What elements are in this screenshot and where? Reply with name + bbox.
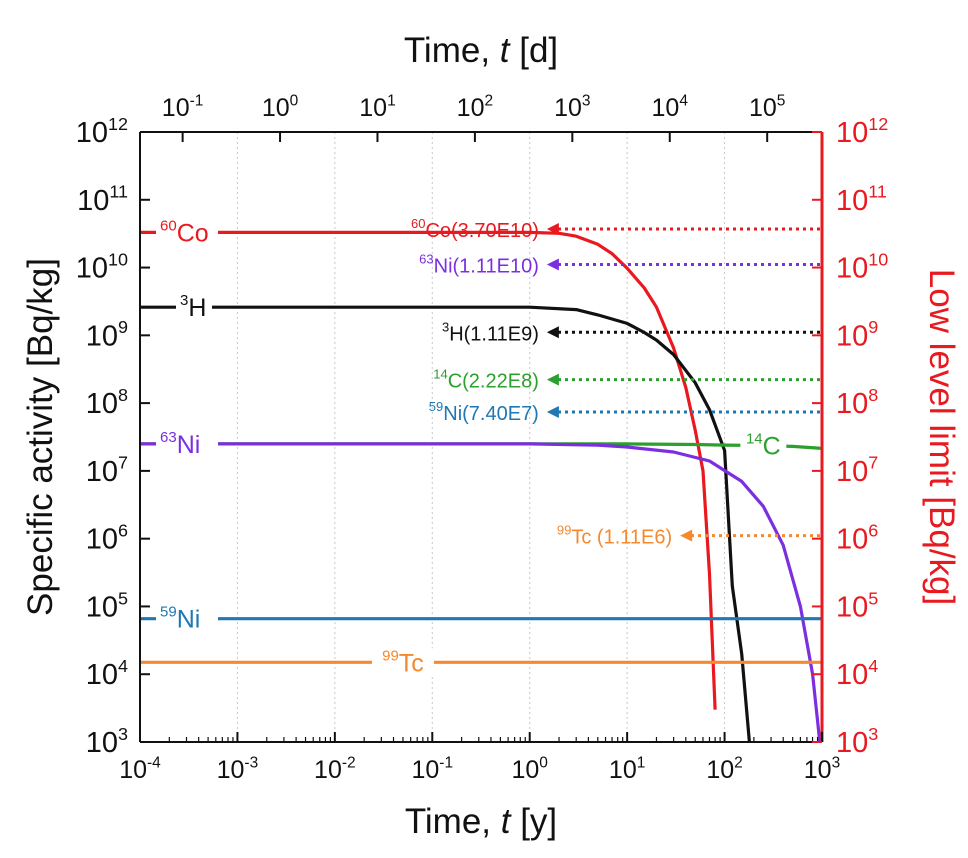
y-axis-title-right: Low level limit [Bq/kg]	[922, 269, 961, 606]
series-label-63Ni: 63Ni	[160, 429, 200, 459]
limit-arrowhead-60Co	[546, 223, 559, 236]
series-line-3H	[140, 305, 751, 743]
y-tick-label-right: 106	[836, 520, 878, 555]
series-line-14C	[140, 442, 823, 450]
limit-arrowhead-59Ni	[546, 405, 559, 418]
y-axis-title-left: Specific activity [Bq/kg]	[21, 258, 60, 616]
y-tick-label-right: 105	[836, 588, 878, 623]
limit-arrowhead-99Tc	[680, 529, 693, 542]
series-line-63Ni	[140, 442, 822, 743]
series-label-bg-14C	[740, 431, 787, 458]
x-tick-label: 10-2	[314, 755, 356, 785]
series-label-bg-59Ni	[156, 604, 218, 631]
y-tick-label-right: 108	[836, 385, 878, 420]
limit-label-99Tc: 99Tc (1.11E6)	[557, 523, 672, 549]
limit-arrowhead-3H	[546, 326, 559, 339]
y-tick-label-left: 105	[86, 588, 128, 623]
y-tick-label-right: 1011	[836, 182, 887, 217]
top-x-tick-label: 103	[554, 93, 590, 123]
y-tick-label-right: 1010	[836, 249, 888, 284]
top-x-tick-label: 104	[652, 93, 689, 123]
y-tick-label-left: 106	[86, 520, 128, 555]
y-tick-label-right: 109	[836, 317, 878, 352]
top-x-axis-title: Time, t [d]	[404, 31, 558, 70]
top-x-tick-label: 100	[262, 93, 299, 123]
x-tick-label: 100	[511, 755, 548, 785]
series-lines	[140, 230, 823, 743]
y-tick-label-left: 108	[86, 385, 128, 420]
limit-arrowhead-14C	[546, 373, 559, 386]
series-label-bg-63Ni	[156, 429, 218, 456]
limit-label-60Co: 60Co(3.70E10)	[411, 216, 539, 242]
series-label-bg-99Tc	[371, 648, 434, 675]
x-tick-label: 102	[706, 755, 742, 785]
y-tick-label-right: 1012	[836, 114, 888, 149]
x-tick-label: 101	[609, 755, 645, 785]
series-label-59Ni: 59Ni	[160, 604, 200, 634]
series-label-14C: 14C	[746, 431, 781, 461]
top-x-tick-label: 10-1	[162, 93, 204, 123]
y-tick-label-left: 103	[86, 724, 128, 759]
y-tick-label-left: 1010	[76, 249, 128, 284]
x-axis-title: Time, t [y]	[405, 802, 557, 841]
limit-label-3H: 3H(1.11E9)	[442, 319, 539, 345]
y-tick-label-right: 104	[836, 656, 878, 691]
top-x-tick-label: 101	[359, 93, 395, 123]
x-tick-label: 103	[804, 755, 840, 785]
series-labels: 60Co 3H 14C 63Ni 59Ni 99Tc	[156, 217, 787, 677]
y-tick-label-right: 107	[836, 453, 878, 488]
series-line-60Co	[140, 230, 717, 710]
y-tick-label-right: 103	[836, 724, 878, 759]
y-tick-label-left: 104	[86, 656, 128, 691]
x-tick-label: 10-1	[411, 755, 453, 785]
axis-text: 10-4 10-3 10-2 10-1 100 101 102 103 10-1 100 101 10…	[21, 31, 961, 841]
series-label-60Co: 60Co	[160, 217, 209, 247]
series-label-bg-3H	[176, 293, 212, 320]
y-tick-label-left: 107	[86, 453, 128, 488]
series-label-3H: 3H	[180, 292, 206, 322]
series-label-99Tc: 99Tc	[382, 647, 424, 677]
axes	[139, 131, 824, 743]
limit-arrowhead-63Ni	[546, 258, 559, 271]
x-tick-label: 10-4	[119, 755, 161, 785]
series-label-bg-60Co	[156, 218, 218, 245]
y-tick-label-left: 109	[86, 317, 128, 352]
limit-label-63Ni: 63Ni(1.11E10)	[419, 251, 539, 277]
x-tick-label: 10-3	[217, 755, 259, 785]
y-tick-label-left: 1012	[76, 114, 128, 149]
limit-label-59Ni: 59Ni(7.40E7)	[429, 399, 539, 425]
y-tick-label-left: 1011	[77, 182, 128, 217]
low-level-limit-arrows: 60Co(3.70E10) 63Ni(1.11E10) 3H(1.11E9) 14C(…	[411, 216, 820, 549]
top-x-tick-label: 105	[749, 93, 785, 123]
top-x-tick-label: 102	[457, 93, 493, 123]
limit-label-14C: 14C(2.22E8)	[433, 367, 539, 393]
